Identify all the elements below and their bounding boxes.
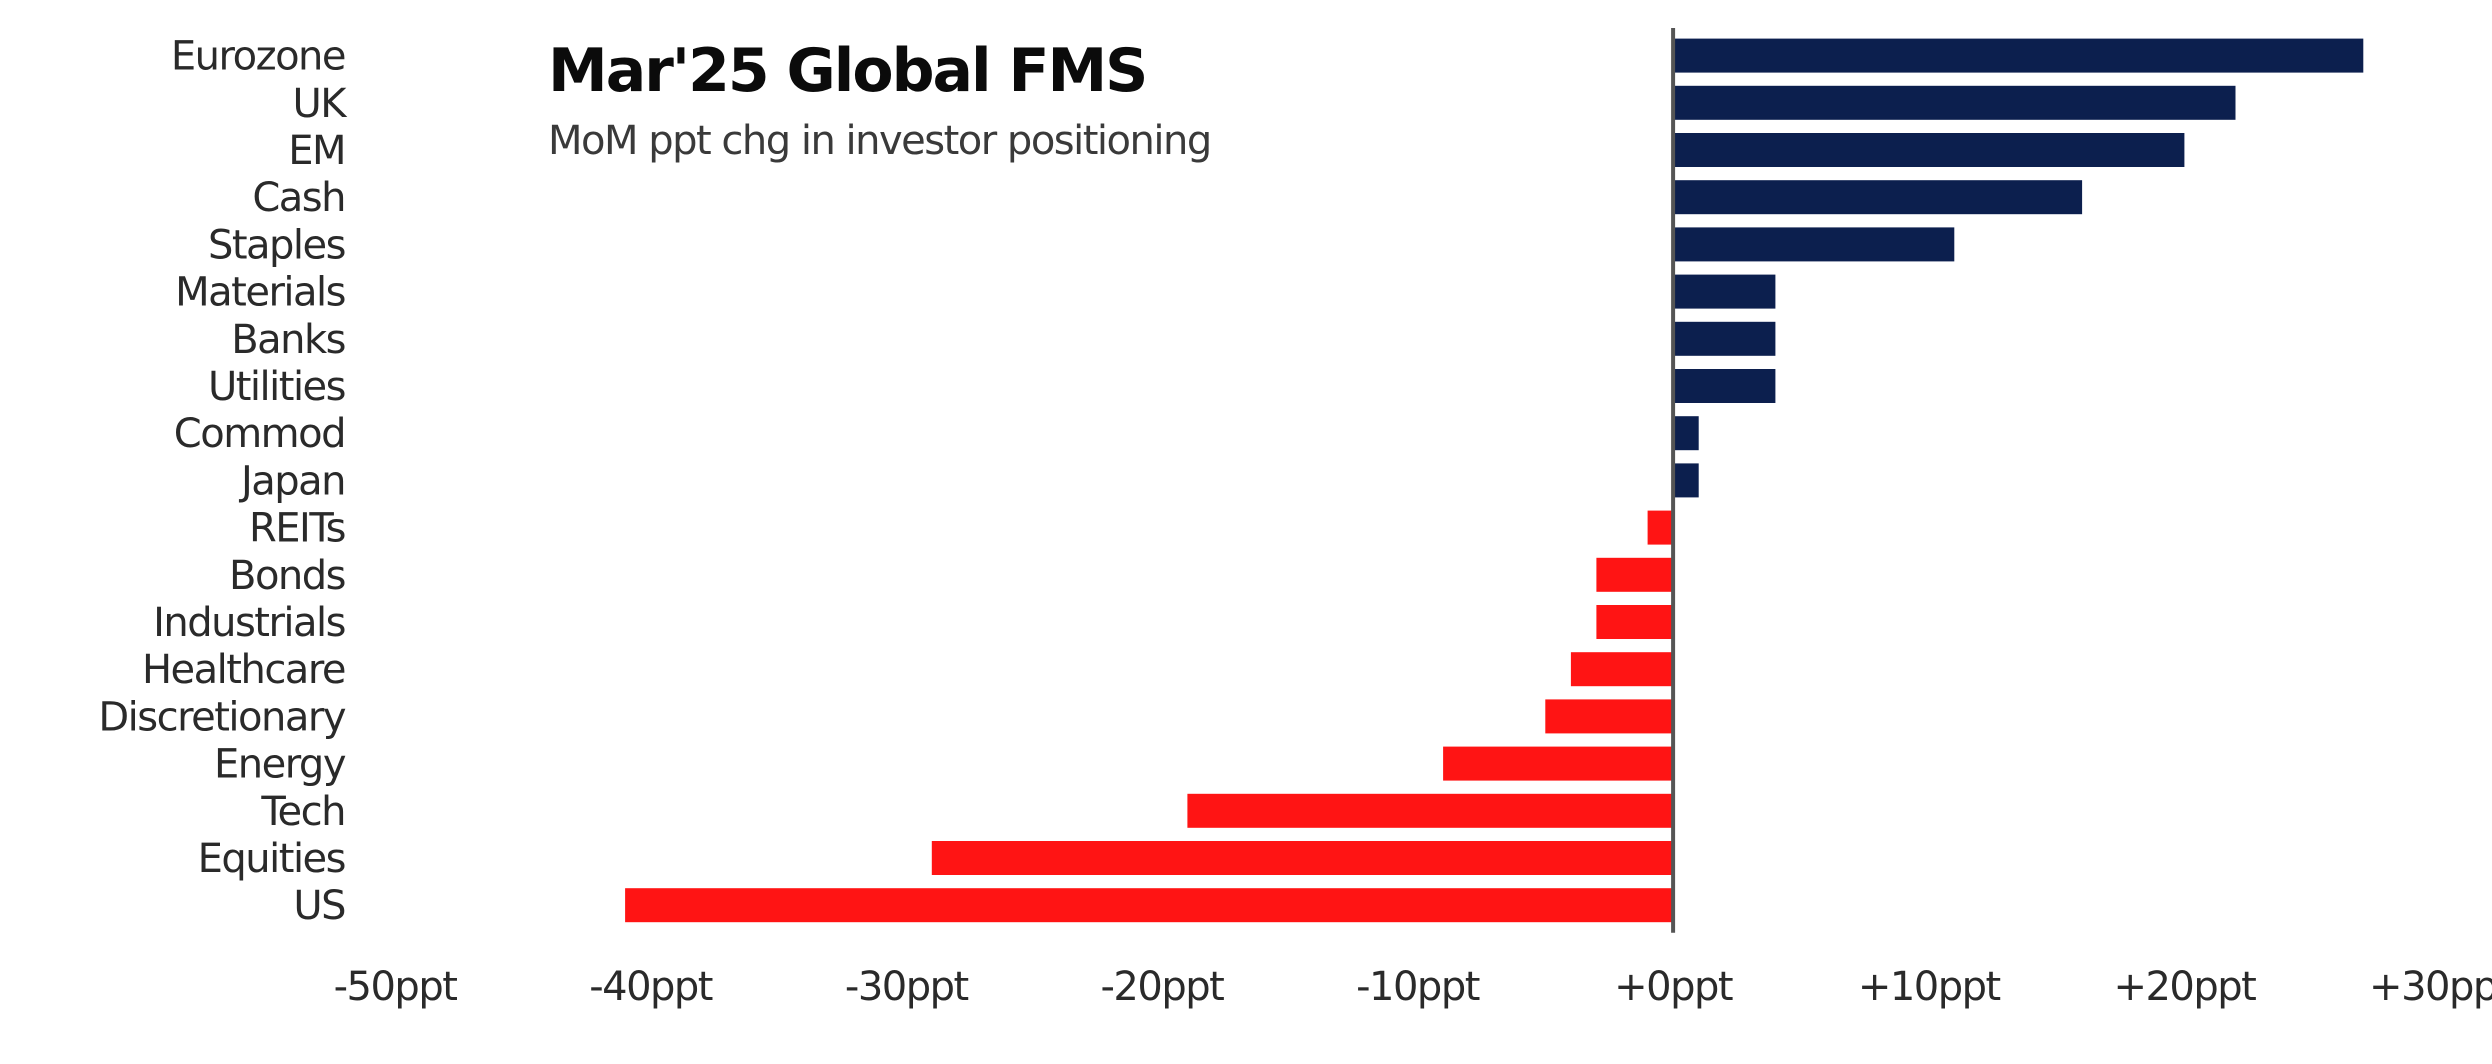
bar-em — [1673, 133, 2185, 167]
bar-equities — [931, 841, 1674, 875]
category-label: US — [293, 883, 345, 929]
bar-japan — [1673, 463, 1699, 498]
bar-materials — [1673, 274, 1776, 309]
bar-reits — [1647, 510, 1674, 545]
bar-industrials — [1596, 605, 1674, 639]
x-tick-label: -50ppt — [334, 964, 458, 1010]
category-label: Japan — [238, 458, 345, 504]
category-label: Staples — [208, 222, 345, 268]
bar-eurozone — [1673, 38, 2364, 73]
x-tick-label: -40ppt — [589, 964, 713, 1010]
x-tick-label: -10ppt — [1356, 964, 1480, 1010]
category-label: Discretionary — [98, 694, 346, 740]
category-label: Healthcare — [142, 647, 345, 693]
bar-commod — [1673, 416, 1699, 451]
x-tick-label: +10ppt — [1858, 964, 2001, 1010]
bar-discretionary — [1545, 699, 1674, 734]
category-label: REITs — [249, 506, 345, 552]
category-label: Energy — [214, 742, 346, 788]
bar-healthcare — [1570, 652, 1674, 687]
x-tick-label: -30ppt — [845, 964, 969, 1010]
category-label: Equities — [198, 836, 345, 882]
category-label: Banks — [231, 317, 345, 363]
bar-bonds — [1596, 557, 1674, 592]
bar-us — [625, 888, 1674, 923]
bar-uk — [1673, 85, 2236, 120]
bar-utilities — [1673, 369, 1776, 403]
x-tick-label: +30ppt — [2369, 964, 2492, 1010]
chart-title: Mar'25 Global FMS — [548, 36, 1148, 106]
category-label: Tech — [260, 789, 345, 835]
category-label: Materials — [175, 270, 345, 316]
chart-subtitle: MoM ppt chg in investor positioning — [548, 118, 1212, 164]
category-label: Industrials — [153, 600, 345, 646]
category-label: Commod — [174, 411, 345, 457]
bar-staples — [1673, 227, 1955, 262]
x-tick-label: +0ppt — [1614, 964, 1733, 1010]
category-label: Bonds — [229, 553, 345, 599]
bar-banks — [1673, 321, 1776, 356]
category-label: Utilities — [208, 364, 345, 410]
bar-tech — [1187, 793, 1674, 828]
x-tick-label: -20ppt — [1101, 964, 1225, 1010]
category-label: Cash — [252, 175, 345, 221]
bar-energy — [1443, 746, 1674, 781]
category-label: UK — [292, 81, 348, 127]
bar-cash — [1673, 180, 2083, 215]
category-label: EM — [288, 128, 345, 174]
x-tick-label: +20ppt — [2113, 964, 2256, 1010]
category-label: Eurozone — [171, 34, 345, 80]
